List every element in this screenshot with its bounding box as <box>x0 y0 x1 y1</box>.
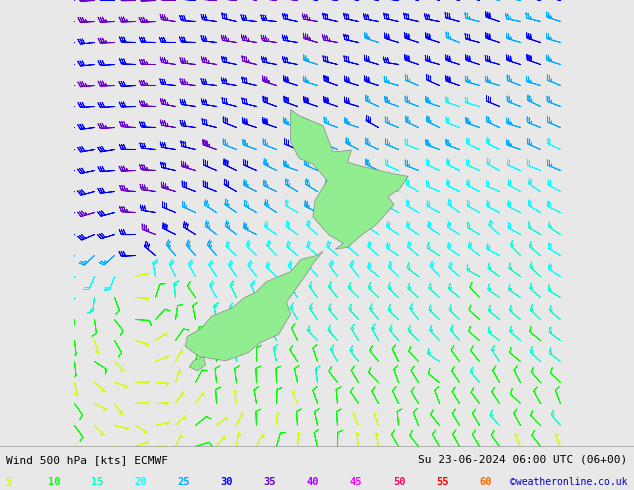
Text: 10: 10 <box>48 477 61 487</box>
Polygon shape <box>290 109 408 249</box>
Polygon shape <box>190 357 205 371</box>
Polygon shape <box>185 251 323 361</box>
Text: 40: 40 <box>307 477 320 487</box>
Text: 45: 45 <box>350 477 363 487</box>
Text: Wind 500 hPa [kts] ECMWF: Wind 500 hPa [kts] ECMWF <box>6 455 169 465</box>
Text: 50: 50 <box>393 477 406 487</box>
Text: 20: 20 <box>134 477 147 487</box>
Text: 60: 60 <box>479 477 492 487</box>
Text: 25: 25 <box>178 477 190 487</box>
Text: ©weatheronline.co.uk: ©weatheronline.co.uk <box>510 477 628 487</box>
Text: 55: 55 <box>436 477 449 487</box>
Text: 30: 30 <box>221 477 233 487</box>
Text: 5: 5 <box>5 477 11 487</box>
Text: 15: 15 <box>91 477 104 487</box>
Text: Su 23-06-2024 06:00 UTC (06+00): Su 23-06-2024 06:00 UTC (06+00) <box>418 455 628 465</box>
Text: 35: 35 <box>264 477 276 487</box>
